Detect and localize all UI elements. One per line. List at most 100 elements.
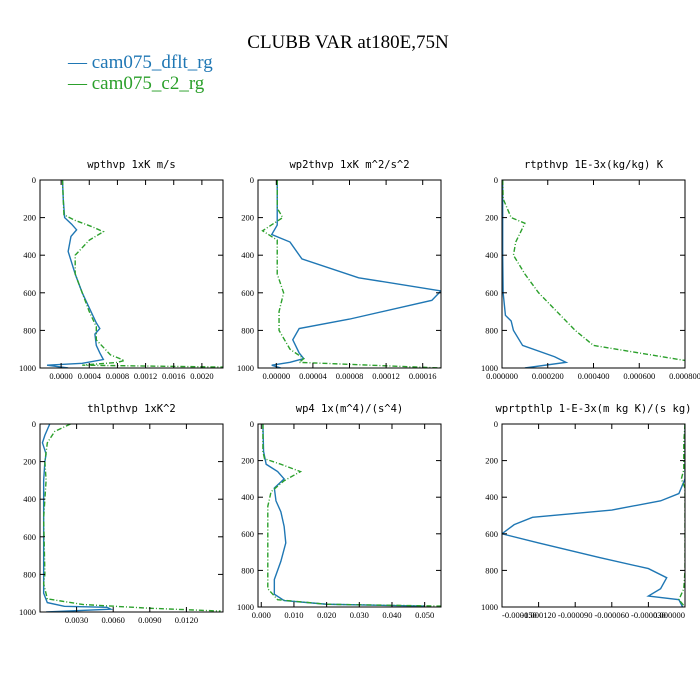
series-line-cam075_c2_rg (261, 180, 441, 368)
y-tick-label: 0 (494, 175, 498, 185)
legend-entry-c2: — cam075_c2_rg (67, 73, 205, 94)
x-tick-label: 0.000800 (669, 371, 700, 381)
y-tick-label: 200 (485, 456, 498, 466)
y-tick-label: 0 (250, 175, 254, 185)
x-tick-label: 0.0090 (138, 615, 161, 625)
series-line-cam075_dflt_rg (262, 424, 425, 607)
y-tick-label: 400 (485, 492, 498, 502)
x-tick-label: 0.0120 (175, 615, 198, 625)
x-tick-label: 0.040 (382, 610, 401, 620)
y-tick-label: 800 (241, 325, 254, 335)
x-tick-label: 0.000400 (578, 371, 610, 381)
y-tick-label: 0 (32, 175, 36, 185)
panel-title: thlpthvp 1xK^2 (87, 403, 176, 415)
y-tick-label: 0 (250, 419, 254, 429)
x-tick-label: -0.000090 (558, 610, 593, 620)
panel-title: wprtpthlp 1-E-3x(m kg K)/(s kg) (496, 403, 692, 415)
series-line-cam075_dflt_rg (270, 180, 441, 368)
plot-frame (257, 423, 442, 608)
panel-title: wpthvp 1xK m/s (87, 159, 176, 171)
series-line-cam075_dflt_rg (502, 424, 685, 607)
panel-title: rtpthvp 1E-3x(kg/kg) K (524, 159, 664, 171)
panel-6: wprtpthlp 1-E-3x(m kg K)/(s kg) 0 200 400 60… (481, 403, 691, 620)
y-tick-label: 1000 (19, 363, 36, 373)
y-tick-label: 400 (23, 250, 36, 260)
panel-1: wpthvp 1xK m/s 0 200 400 600 800 1000 0.0000 0.0… (19, 159, 224, 381)
x-tick-label: 0.030 (350, 610, 369, 620)
y-tick-label: 400 (241, 250, 254, 260)
x-tick-label: 0.010 (284, 610, 303, 620)
y-tick-label: 0 (494, 419, 498, 429)
y-tick-label: 800 (23, 325, 36, 335)
x-tick-label: 0.000000 (653, 610, 685, 620)
y-tick-label: 600 (241, 529, 254, 539)
y-tick-label: 600 (23, 288, 36, 298)
y-tick-label: 600 (485, 529, 498, 539)
x-tick-label: 0.0012 (134, 371, 157, 381)
x-tick-label: 0.00004 (299, 371, 327, 381)
x-tick-label: 0.00000 (262, 371, 290, 381)
x-tick-label: -0.000060 (594, 610, 629, 620)
x-tick-label: 0.0030 (65, 615, 88, 625)
panel-title: wp2thvp 1xK m^2/s^2 (289, 159, 409, 171)
x-tick-label: 0.0060 (102, 615, 125, 625)
y-tick-label: 600 (23, 532, 36, 542)
y-tick-label: 1000 (481, 602, 498, 612)
plot-frame (501, 423, 686, 608)
plot-frame (39, 179, 224, 369)
series-line-cam075_c2_rg (678, 424, 685, 607)
y-tick-label: 400 (23, 494, 36, 504)
panel-4: thlpthvp 1xK^2 0 200 400 600 800 1000 0.0030 0.0… (19, 403, 224, 625)
legend-entry-dflt: — cam075_dflt_rg (67, 52, 213, 73)
x-tick-label: 0.020 (317, 610, 336, 620)
y-tick-label: 400 (241, 492, 254, 502)
x-tick-label: 0.000 (252, 610, 271, 620)
x-tick-label: 0.0008 (106, 371, 129, 381)
figure-title: CLUBB VAR at180E,75N (247, 32, 449, 53)
plot-frame (501, 179, 686, 369)
y-tick-label: 200 (23, 213, 36, 223)
y-tick-label: 200 (23, 457, 36, 467)
y-tick-label: 800 (241, 565, 254, 575)
series-line-cam075_c2_rg (42, 424, 221, 612)
plot-frame (39, 423, 224, 613)
x-tick-label: 0.0020 (190, 371, 213, 381)
x-tick-label: -0.000150 (502, 610, 537, 620)
y-tick-label: 200 (485, 213, 498, 223)
y-tick-label: 1000 (237, 602, 254, 612)
y-tick-label: 600 (485, 288, 498, 298)
y-tick-label: 1000 (481, 363, 498, 373)
series-line-cam075_c2_rg (262, 424, 441, 607)
y-tick-label: 1000 (237, 363, 254, 373)
x-tick-label: 0.0016 (162, 371, 185, 381)
y-tick-label: 200 (241, 213, 254, 223)
y-tick-label: 600 (241, 288, 254, 298)
x-tick-label: 0.000600 (623, 371, 655, 381)
y-tick-label: 0 (32, 419, 36, 429)
y-tick-label: 800 (485, 565, 498, 575)
x-tick-label: 0.050 (415, 610, 434, 620)
y-tick-label: 800 (23, 569, 36, 579)
y-tick-label: 1000 (19, 607, 36, 617)
x-tick-label: 0.00012 (372, 371, 400, 381)
series-line-cam075_dflt_rg (502, 180, 569, 368)
series-line-cam075_dflt_rg (46, 180, 105, 368)
x-tick-label: 0.000200 (532, 371, 564, 381)
x-tick-label: 0.00016 (409, 371, 437, 381)
x-tick-label: -0.000120 (521, 610, 556, 620)
y-tick-label: 400 (485, 250, 498, 260)
series-line-cam075_dflt_rg (41, 424, 114, 612)
panel-2: wp2thvp 1xK m^2/s^2 0 200 400 600 800 1000 0.00… (237, 159, 442, 381)
x-tick-label: 0.0000 (49, 371, 72, 381)
panel-title: wp4 1x(m^4)/(s^4) (296, 403, 403, 415)
y-tick-label: 800 (485, 325, 498, 335)
panel-3: rtpthvp 1E-3x(kg/kg) K020040060080010000… (481, 159, 700, 381)
x-tick-label: 0.000000 (486, 371, 518, 381)
x-tick-label: -0.000030 (631, 610, 666, 620)
y-tick-label: 200 (241, 456, 254, 466)
x-tick-label: 0.0004 (78, 371, 102, 381)
series-line-cam075_c2_rg (61, 180, 223, 368)
x-tick-label: 0.00008 (336, 371, 364, 381)
